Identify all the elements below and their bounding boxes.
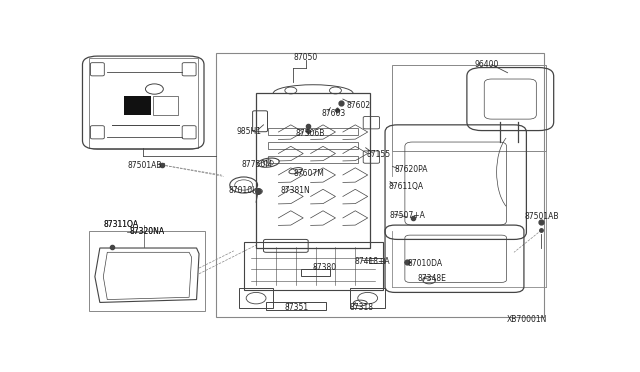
Text: 87311QA: 87311QA	[104, 220, 139, 229]
Bar	[154, 96, 178, 115]
Text: 87506B: 87506B	[296, 129, 325, 138]
Text: 87155: 87155	[367, 150, 391, 158]
Text: 87602: 87602	[347, 101, 371, 110]
Bar	[269, 156, 358, 163]
Text: 87620PA: 87620PA	[394, 165, 428, 174]
Text: XB70001N: XB70001N	[507, 315, 547, 324]
Bar	[350, 288, 385, 308]
Bar	[244, 242, 383, 289]
Bar	[269, 128, 358, 135]
Bar	[266, 302, 326, 310]
Text: 87320NA: 87320NA	[129, 227, 164, 236]
Text: 87418+A: 87418+A	[355, 257, 390, 266]
Text: 87380: 87380	[312, 263, 336, 272]
Text: 87010DA: 87010DA	[408, 259, 442, 268]
Bar	[369, 258, 383, 263]
Text: 87348E: 87348E	[417, 273, 446, 283]
Bar	[239, 288, 273, 308]
Text: 985H1: 985H1	[237, 126, 262, 136]
Text: 87611QA: 87611QA	[388, 182, 424, 191]
Text: 87320NA: 87320NA	[129, 227, 164, 236]
Text: 87050: 87050	[294, 53, 318, 62]
Bar	[89, 231, 205, 311]
Text: 87501AB: 87501AB	[525, 212, 559, 221]
Bar	[89, 58, 198, 148]
Text: 87311QA: 87311QA	[104, 220, 139, 229]
Text: 87607M: 87607M	[293, 169, 324, 178]
Text: 87507+A: 87507+A	[390, 211, 426, 219]
Text: 87501AB: 87501AB	[127, 161, 162, 170]
Text: 87351: 87351	[285, 303, 309, 312]
Text: 87010I: 87010I	[229, 186, 255, 195]
Text: 87750M: 87750M	[241, 160, 272, 169]
Bar	[269, 142, 358, 149]
Bar	[256, 93, 370, 248]
Text: 87381N: 87381N	[280, 186, 310, 195]
Bar	[124, 96, 151, 115]
Bar	[392, 65, 547, 151]
Bar	[216, 53, 544, 317]
Bar	[301, 269, 330, 276]
Text: 96400: 96400	[474, 60, 499, 69]
Text: 87603: 87603	[321, 109, 346, 118]
Text: 87318: 87318	[350, 303, 374, 312]
